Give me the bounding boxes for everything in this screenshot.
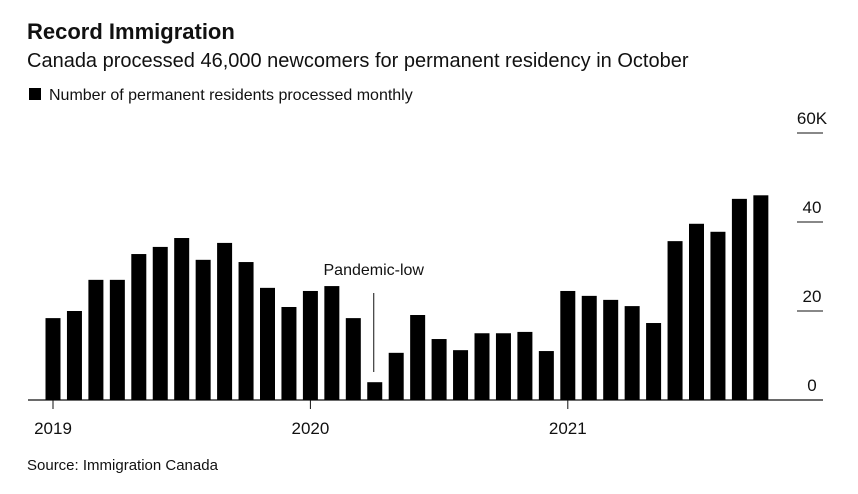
bar	[603, 299, 619, 400]
y-tick-label: 60K	[797, 109, 828, 128]
legend-swatch	[29, 88, 41, 100]
y-tick-label: 40	[803, 198, 822, 217]
bar	[367, 382, 383, 400]
bar	[517, 331, 533, 400]
bar	[217, 242, 233, 400]
bar	[581, 295, 597, 400]
bar	[689, 223, 704, 400]
bar	[753, 195, 769, 400]
bar	[45, 318, 61, 400]
y-tick-label: 20	[803, 287, 822, 306]
bar	[624, 306, 640, 400]
bar	[560, 290, 576, 400]
bar	[260, 287, 275, 400]
bar	[538, 351, 554, 400]
bar	[453, 350, 469, 400]
bar	[281, 306, 297, 400]
annotation: Pandemic-low	[324, 262, 425, 279]
bar	[710, 231, 726, 400]
bar	[174, 238, 190, 400]
bar	[474, 333, 490, 400]
y-tick-label: 0	[807, 376, 816, 395]
bar	[345, 318, 361, 400]
bar	[388, 352, 404, 400]
source-note: Source: Immigration Canada	[27, 457, 219, 474]
bar	[195, 259, 211, 400]
bar	[410, 315, 426, 400]
bar	[131, 254, 147, 400]
x-tick-label: 2019	[34, 419, 72, 438]
x-tick-label: 2021	[549, 419, 587, 438]
bar	[88, 279, 104, 400]
x-tick-label: 2020	[291, 419, 329, 438]
bar	[152, 246, 168, 400]
bar	[238, 262, 254, 400]
bar	[109, 279, 125, 400]
legend-label: Number of permanent residents processed …	[49, 87, 413, 104]
chart-title: Record Immigration	[27, 19, 235, 44]
chart-subtitle: Canada processed 46,000 newcomers for pe…	[27, 50, 689, 72]
bar	[431, 339, 447, 400]
bar	[324, 286, 340, 400]
bar	[66, 311, 82, 400]
bar	[495, 333, 511, 400]
bar	[667, 241, 683, 400]
bar	[646, 323, 662, 400]
bar	[731, 198, 747, 400]
bar	[302, 290, 318, 400]
